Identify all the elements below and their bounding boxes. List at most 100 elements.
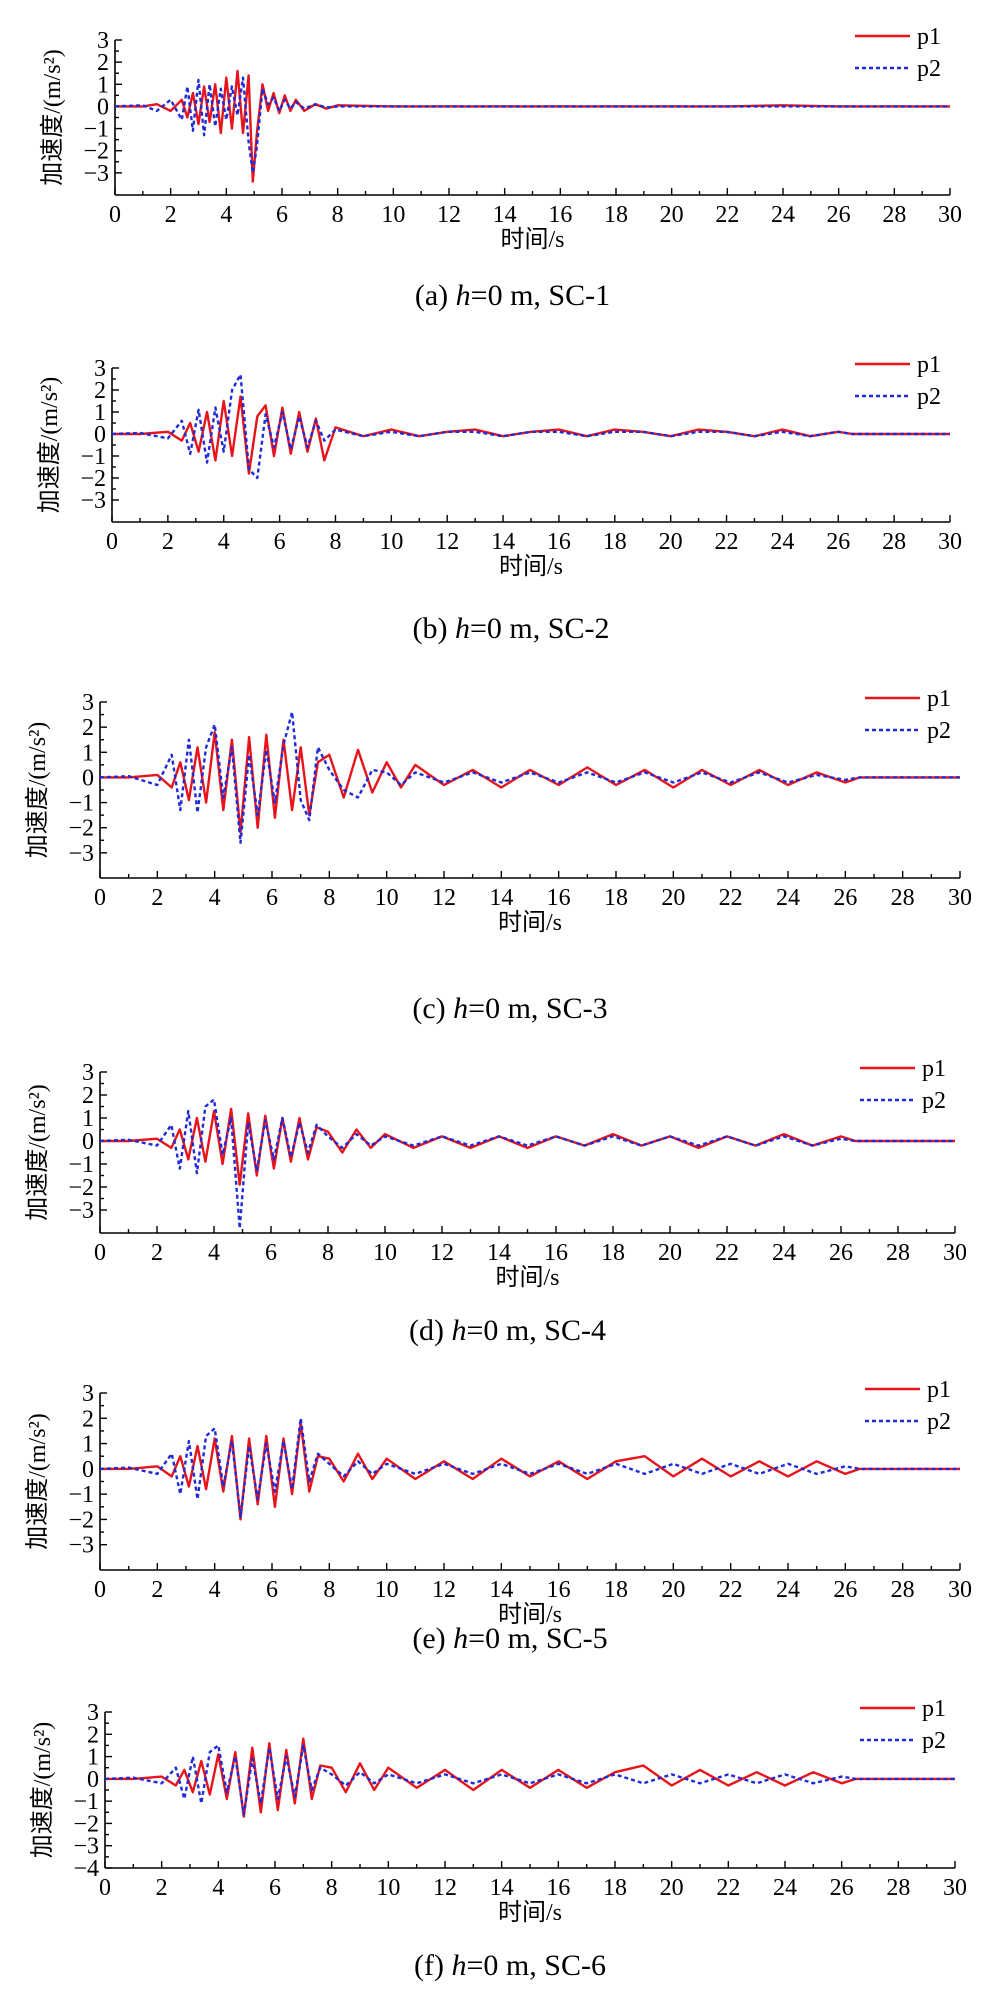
series-line-p1 bbox=[100, 1422, 960, 1521]
x-tick-label: 16 bbox=[548, 202, 572, 228]
x-tick-label: 30 bbox=[948, 1577, 972, 1603]
x-tick-label: 28 bbox=[886, 1240, 910, 1266]
legend-label-p1: p1 bbox=[922, 1056, 946, 1082]
x-tick-label: 20 bbox=[660, 202, 684, 228]
x-tick-label: 6 bbox=[265, 1240, 277, 1266]
x-tick-label: 20 bbox=[658, 1240, 682, 1266]
y-tick-label: −3 bbox=[83, 161, 109, 187]
panel-caption: (e) h=0 m, SC-5 bbox=[412, 1622, 607, 1655]
x-tick-label: 14 bbox=[493, 202, 517, 228]
x-tick-label: 4 bbox=[208, 1240, 220, 1266]
y-tick-label: −1 bbox=[68, 1482, 94, 1508]
y-tick-label: 1 bbox=[82, 1106, 94, 1132]
y-axis-label: 加速度/(m/s²) bbox=[39, 49, 66, 186]
y-tick-label: 0 bbox=[82, 765, 94, 791]
x-tick-label: 18 bbox=[601, 1240, 625, 1266]
x-tick-label: 26 bbox=[829, 1240, 853, 1266]
x-tick-label: 10 bbox=[375, 1577, 399, 1603]
y-tick-label: −1 bbox=[68, 1152, 94, 1178]
x-tick-label: 6 bbox=[269, 1875, 281, 1901]
y-tick-label: 0 bbox=[82, 1457, 94, 1483]
series-line-p1 bbox=[100, 731, 960, 834]
x-tick-label: 4 bbox=[218, 529, 230, 555]
x-tick-label: 30 bbox=[943, 1875, 967, 1901]
series-line-p1 bbox=[115, 69, 950, 183]
x-tick-label: 30 bbox=[938, 202, 962, 228]
x-tick-label: 4 bbox=[212, 1875, 224, 1901]
x-axis-label: 时间/s bbox=[500, 226, 564, 253]
x-tick-label: 22 bbox=[719, 885, 743, 911]
series-line-p2 bbox=[99, 710, 960, 844]
x-tick-label: 8 bbox=[322, 1240, 334, 1266]
y-tick-label: 3 bbox=[82, 690, 94, 716]
x-tick-label: 4 bbox=[209, 1577, 221, 1603]
x-tick-label: 18 bbox=[604, 1577, 628, 1603]
x-tick-label: 12 bbox=[437, 202, 461, 228]
x-tick-label: 26 bbox=[830, 1875, 854, 1901]
x-tick-label: 0 bbox=[94, 885, 106, 911]
x-tick-label: 16 bbox=[547, 1577, 571, 1603]
series-line-p2 bbox=[99, 1098, 955, 1230]
y-tick-label: −4 bbox=[73, 1856, 99, 1882]
x-tick-label: 10 bbox=[379, 529, 403, 555]
series-line-p2 bbox=[104, 1744, 955, 1816]
x-tick-label: 8 bbox=[332, 202, 344, 228]
panel-caption: (b) h=0 m, SC-2 bbox=[413, 612, 610, 645]
series-line-p2 bbox=[111, 373, 950, 480]
x-tick-label: 24 bbox=[776, 885, 800, 911]
x-axis-label: 时间/s bbox=[498, 1601, 562, 1628]
y-tick-label: 3 bbox=[82, 1060, 94, 1086]
y-tick-label: 1 bbox=[82, 740, 94, 766]
x-tick-label: 8 bbox=[329, 529, 341, 555]
x-tick-label: 0 bbox=[94, 1577, 106, 1603]
y-tick-label: 1 bbox=[82, 1432, 94, 1458]
x-tick-label: 0 bbox=[94, 1240, 106, 1266]
y-tick-label: 2 bbox=[94, 378, 106, 404]
x-tick-label: 2 bbox=[165, 202, 177, 228]
x-tick-label: 6 bbox=[274, 529, 286, 555]
series-line-p2 bbox=[114, 76, 950, 175]
legend-label-p1: p1 bbox=[922, 1696, 946, 1722]
x-tick-label: 28 bbox=[891, 1577, 915, 1603]
x-tick-label: 12 bbox=[435, 529, 459, 555]
legend-label-p2: p2 bbox=[922, 1728, 946, 1754]
x-tick-label: 28 bbox=[886, 1875, 910, 1901]
x-tick-label: 14 bbox=[487, 1240, 511, 1266]
x-tick-label: 10 bbox=[381, 202, 405, 228]
x-tick-label: 16 bbox=[547, 529, 571, 555]
x-tick-label: 2 bbox=[151, 1240, 163, 1266]
x-tick-label: 30 bbox=[938, 529, 962, 555]
x-tick-label: 2 bbox=[151, 1577, 163, 1603]
legend-label-p2: p2 bbox=[927, 1409, 951, 1435]
y-tick-label: 3 bbox=[87, 1700, 99, 1726]
y-axis-label: 加速度/(m/s²) bbox=[24, 1413, 51, 1550]
x-tick-label: 10 bbox=[373, 1240, 397, 1266]
x-tick-label: 12 bbox=[432, 1577, 456, 1603]
x-tick-label: 8 bbox=[323, 885, 335, 911]
x-tick-label: 18 bbox=[604, 202, 628, 228]
x-tick-label: 16 bbox=[547, 885, 571, 911]
series-line-p1 bbox=[100, 1107, 955, 1186]
y-axis-label: 加速度/(m/s²) bbox=[24, 1084, 51, 1221]
x-tick-label: 0 bbox=[109, 202, 121, 228]
y-tick-label: 2 bbox=[97, 50, 109, 76]
x-tick-label: 16 bbox=[544, 1240, 568, 1266]
x-tick-label: 10 bbox=[376, 1875, 400, 1901]
y-tick-label: −3 bbox=[80, 488, 106, 514]
y-tick-label: −3 bbox=[68, 1533, 94, 1559]
x-tick-label: 4 bbox=[220, 202, 232, 228]
x-tick-label: 6 bbox=[266, 1577, 278, 1603]
y-tick-label: 2 bbox=[87, 1722, 99, 1748]
x-tick-label: 18 bbox=[603, 1875, 627, 1901]
x-tick-label: 22 bbox=[715, 1240, 739, 1266]
x-tick-label: 14 bbox=[489, 1577, 513, 1603]
x-tick-label: 22 bbox=[716, 1875, 740, 1901]
legend-label-p1: p1 bbox=[927, 686, 951, 712]
legend-label-p1: p1 bbox=[927, 1377, 951, 1403]
x-tick-label: 20 bbox=[659, 529, 683, 555]
x-tick-label: 20 bbox=[661, 885, 685, 911]
x-tick-label: 28 bbox=[882, 529, 906, 555]
